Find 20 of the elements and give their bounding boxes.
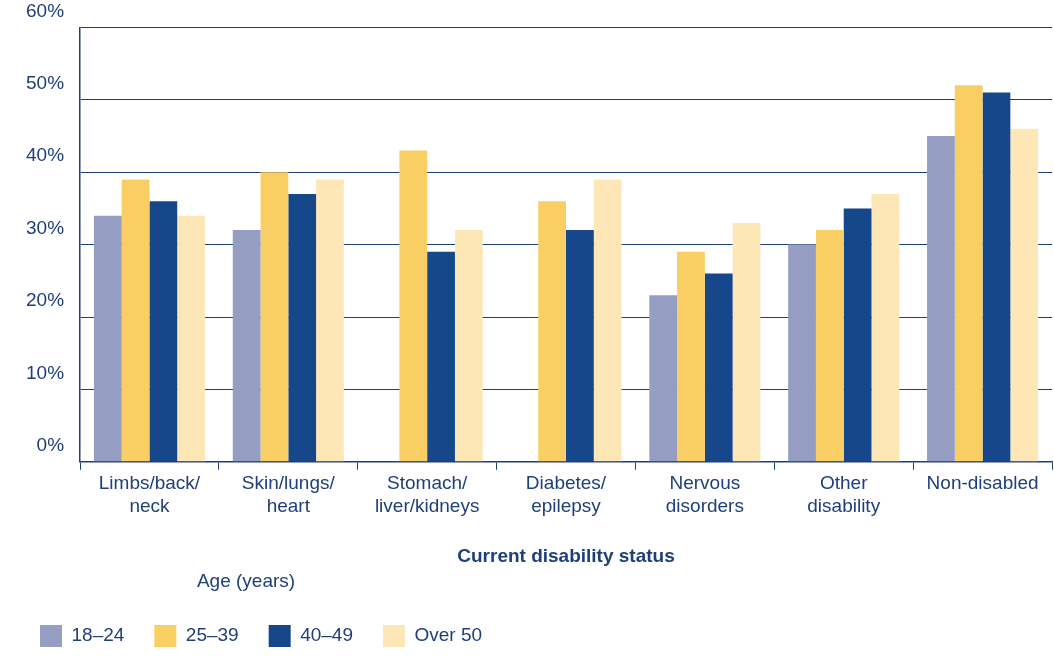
y-tick-label: 50%: [26, 72, 65, 94]
legend-title: Age (years): [196, 569, 296, 591]
x-tick-label: Skin/lungs/ heart: [241, 472, 336, 517]
x-tick-label: Non-disabled: [926, 472, 1039, 494]
y-tick-label: 10%: [26, 361, 65, 383]
y-tick-label: 0%: [36, 434, 65, 456]
x-tick-label: Limbs/back/ neck: [98, 472, 201, 517]
x-axis-title: Current disability status: [457, 545, 675, 567]
x-tick-label: Nervous disorders: [665, 472, 744, 517]
x-tick-label: Stomach/ liver/kidneys: [374, 472, 480, 517]
y-tick-label: 40%: [26, 144, 65, 166]
legend-label: Over 50: [414, 624, 483, 646]
legend-label: 40–49: [300, 624, 354, 646]
x-tick-label: Other disability: [807, 472, 881, 517]
x-tick-label: Diabetes/ epilepsy: [525, 472, 607, 517]
y-tick-label: 60%: [26, 0, 65, 21]
legend-label: 25–39: [185, 624, 239, 646]
y-tick-label: 30%: [26, 216, 65, 238]
y-tick-label: 20%: [26, 289, 65, 311]
legend-label: 18–24: [71, 624, 125, 646]
